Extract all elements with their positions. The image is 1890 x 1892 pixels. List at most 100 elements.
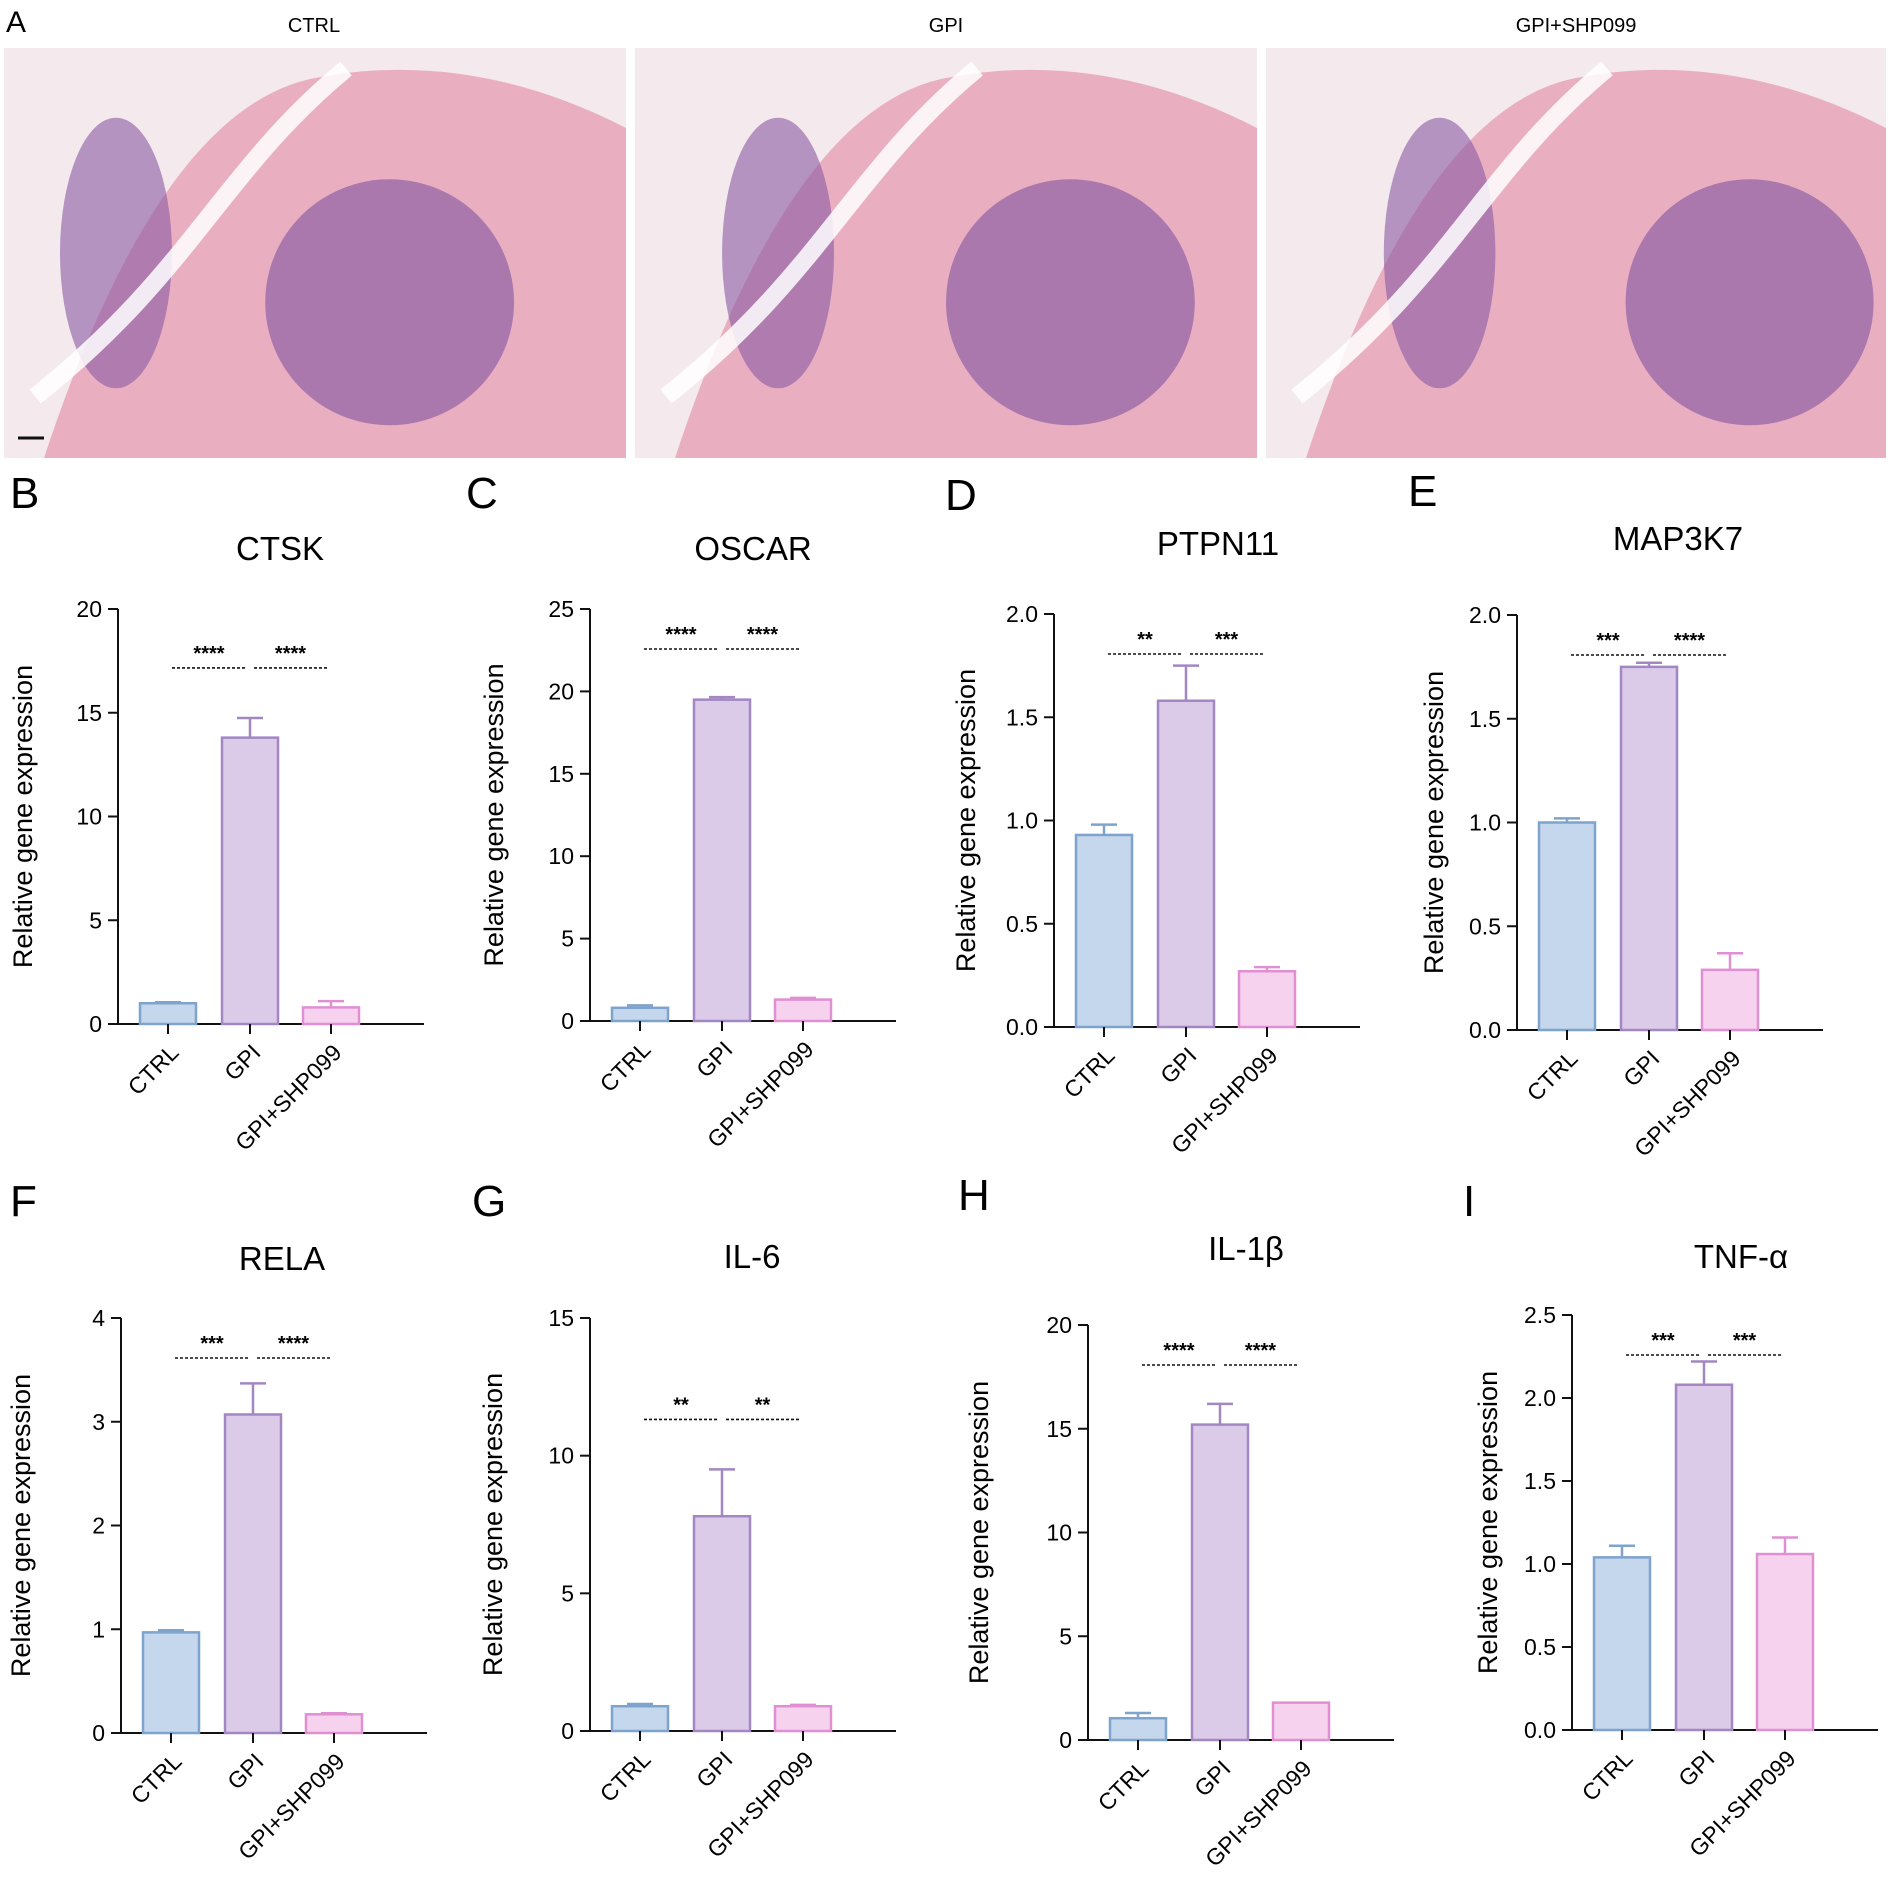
significance-label: **	[673, 1394, 689, 1416]
chart-panel-h: H IL-1β Relative gene expression 0 5 10 15 20 CT…	[958, 1171, 1394, 1872]
joint-space	[29, 61, 352, 404]
significance-label: ****	[1163, 1340, 1194, 1362]
significance-label: ****	[1245, 1340, 1276, 1362]
chart-panel-e: E MAP3K7 Relative gene expression 0.0 0.5 1.0…	[1408, 467, 1823, 1162]
y-tick-label: 2.0	[1006, 601, 1038, 627]
y-tick-label: 0	[89, 1011, 102, 1037]
y-tick-label: 15	[1046, 1416, 1072, 1442]
x-tick-label-gpi: GPI	[1618, 1045, 1664, 1091]
y-tick-label: 1.0	[1524, 1551, 1556, 1577]
bar-ctrl	[138, 1002, 198, 1026]
chart-panel-c: C OSCAR Relative gene expression 0 5 10 15 20 25…	[466, 469, 896, 1153]
y-axis-label-b: Relative gene expression	[8, 665, 38, 968]
x-tick-label-gpi: GPI	[1155, 1042, 1201, 1088]
y-tick-label: 20	[76, 596, 102, 622]
histology-image-gpi	[635, 48, 1257, 458]
chart-title-f: RELA	[239, 1240, 325, 1277]
histology-panels	[4, 48, 1886, 458]
x-tick-label-ctrl: CTRL	[1577, 1745, 1638, 1806]
significance-label: ****	[1674, 630, 1705, 652]
histology-label-ctrl: CTRL	[288, 15, 340, 37]
x-tick-label-gpi: GPI	[691, 1036, 737, 1082]
significance-label: ****	[193, 643, 224, 665]
y-tick-label: 10	[548, 1443, 574, 1469]
y-tick-label: 2	[92, 1513, 105, 1539]
y-tick-label: 4	[92, 1305, 105, 1331]
bar-gpi	[692, 698, 752, 1023]
x-tick-label-ctrl: CTRL	[1093, 1755, 1154, 1816]
bar-ctrl	[610, 1704, 670, 1733]
bar-gpi-shp099	[301, 1006, 361, 1026]
bar-gpi	[220, 736, 280, 1026]
bar-ctrl	[1592, 1556, 1652, 1732]
chart-title-i: TNF-α	[1694, 1238, 1788, 1275]
bar-gpi	[1190, 1423, 1250, 1742]
x-tick-label-ctrl: CTRL	[1059, 1042, 1120, 1103]
y-tick-label: 5	[561, 926, 574, 952]
y-tick-label: 2.0	[1524, 1385, 1556, 1411]
y-tick-label: 1.0	[1006, 808, 1038, 834]
y-tick-label: 1.0	[1469, 810, 1501, 836]
y-tick-label: 0	[92, 1720, 105, 1746]
y-tick-label: 2.0	[1469, 602, 1501, 628]
y-axis-label-c: Relative gene expression	[479, 663, 509, 966]
x-tick-label-gpi: GPI	[222, 1748, 268, 1794]
bar-gpi	[223, 1413, 283, 1735]
panel-letter-b: B	[10, 469, 39, 518]
panel-letter-f: F	[10, 1177, 37, 1226]
bar-ctrl	[1537, 821, 1597, 1032]
marrow-region	[1625, 179, 1874, 426]
y-tick-label: 5	[89, 907, 102, 933]
x-tick-label-gpi: GPI	[691, 1746, 737, 1792]
y-tick-label: 15	[548, 761, 574, 787]
y-tick-label: 0	[561, 1008, 574, 1034]
histology-label-gpi: GPI	[929, 15, 963, 37]
y-tick-label: 5	[561, 1580, 574, 1606]
y-tick-label: 1	[92, 1616, 105, 1642]
y-tick-label: 1.5	[1469, 706, 1501, 732]
y-tick-label: 0.5	[1006, 911, 1038, 937]
x-tick-label-ctrl: CTRL	[1522, 1045, 1583, 1106]
bar-gpi-shp099	[1237, 969, 1297, 1029]
y-axis-label-g: Relative gene expression	[478, 1373, 508, 1676]
y-tick-label: 0.5	[1524, 1634, 1556, 1660]
chart-title-g: IL-6	[724, 1238, 781, 1275]
chart-panel-g: G IL-6 Relative gene expression 0 5 10 15 CTRL G…	[472, 1177, 896, 1863]
x-tick-label-ctrl: CTRL	[595, 1036, 656, 1097]
x-tick-label-gpi: GPI	[1189, 1755, 1235, 1801]
y-tick-label: 0	[561, 1718, 574, 1744]
chart-title-d: PTPN11	[1157, 525, 1279, 562]
marrow-region	[946, 179, 1195, 426]
panel-letter-c: C	[466, 469, 498, 518]
y-tick-label: 0	[1059, 1727, 1072, 1753]
bar-gpi	[1156, 699, 1216, 1029]
y-tick-label: 3	[92, 1409, 105, 1435]
y-tick-label: 10	[548, 843, 574, 869]
chart-panel-i: I TNF-α Relative gene expression 0.0 0.5 1.0 1…	[1463, 1177, 1878, 1862]
panel-letter-d: D	[945, 471, 977, 520]
significance-label: ****	[747, 624, 778, 646]
y-tick-label: 0.0	[1469, 1017, 1501, 1043]
bar-ctrl	[1074, 833, 1134, 1029]
panel-letter-i: I	[1463, 1177, 1475, 1226]
x-tick-label-ctrl: CTRL	[123, 1039, 184, 1100]
y-tick-label: 10	[1046, 1520, 1072, 1546]
bar-gpi	[692, 1514, 752, 1733]
chart-panel-b: B CTSK Relative gene expression 0 5 10 15 20 CTR…	[8, 469, 424, 1156]
panel-letter-e: E	[1408, 467, 1437, 516]
joint-space	[1291, 61, 1613, 404]
y-tick-label: 0.0	[1524, 1717, 1556, 1743]
chart-title-b: CTSK	[236, 530, 324, 567]
histology-image-ctrl	[4, 48, 626, 458]
significance-label: ****	[275, 643, 306, 665]
bar-gpi-shp099	[1271, 1701, 1331, 1742]
chart-title-h: IL-1β	[1208, 1230, 1284, 1267]
y-axis-label-e: Relative gene expression	[1419, 671, 1449, 974]
significance-label: ****	[278, 1333, 309, 1355]
significance-label: **	[755, 1394, 771, 1416]
bar-ctrl	[1108, 1716, 1168, 1742]
y-tick-label: 2.5	[1524, 1302, 1556, 1328]
y-tick-label: 15	[76, 700, 102, 726]
